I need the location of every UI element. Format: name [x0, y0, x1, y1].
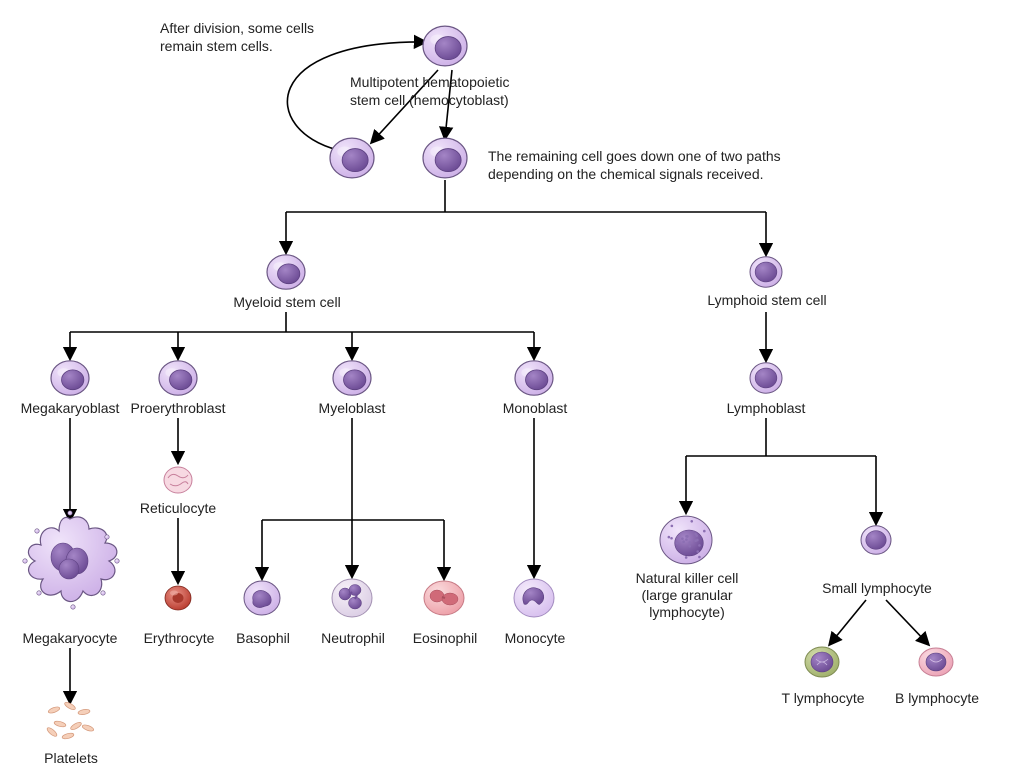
- label-t-lymphocyte: T lymphocyte: [772, 690, 874, 707]
- label-monoblast: Monoblast: [492, 400, 578, 417]
- cell-daughter-right: [421, 134, 469, 187]
- arrow-small-to-b: [886, 600, 928, 644]
- label-myeloid-stem: Myeloid stem cell: [228, 294, 346, 311]
- cell-t-lymphocyte: [802, 643, 842, 686]
- label-megakaryoblast: Megakaryoblast: [10, 400, 130, 417]
- cell-erythrocyte: [161, 581, 195, 620]
- cell-reticulocyte: [158, 460, 198, 505]
- label-small-lymphocyte: Small lymphocyte: [814, 580, 940, 597]
- cell-daughter-left: [328, 134, 376, 187]
- cell-monoblast: [513, 357, 555, 404]
- label-monocyte: Monocyte: [494, 630, 576, 647]
- label-myeloblast: Myeloblast: [306, 400, 398, 417]
- cell-lymphoblast: [748, 360, 784, 401]
- cell-b-lymphocyte: [916, 644, 956, 685]
- label-basophil: Basophil: [226, 630, 300, 647]
- label-platelets: Platelets: [34, 750, 108, 767]
- label-b-lymphocyte: B lymphocyte: [886, 690, 988, 707]
- cell-hemocytoblast: [421, 22, 469, 75]
- connectors: [0, 0, 1024, 778]
- cell-platelets: [40, 696, 100, 749]
- cell-eosinophil: [420, 576, 468, 625]
- cell-nk: [657, 511, 715, 574]
- cell-basophil: [240, 576, 284, 625]
- note-hsc-title: Multipotent hematopoieticstem cell (hemo…: [350, 74, 550, 109]
- cell-small-lymphocyte: [859, 523, 893, 562]
- label-proerythroblast: Proerythroblast: [120, 400, 236, 417]
- label-eosinophil: Eosinophil: [402, 630, 488, 647]
- cell-megakaryocyte: [15, 507, 125, 622]
- label-erythrocyte: Erythrocyte: [134, 630, 224, 647]
- label-reticulocyte: Reticulocyte: [130, 500, 226, 517]
- note-after-division: After division, some cellsremain stem ce…: [160, 20, 370, 55]
- label-nk-cell: Natural killer cell(large granularlympho…: [620, 570, 754, 620]
- cell-neutrophil: [328, 574, 376, 627]
- label-megakaryocyte: Megakaryocyte: [8, 630, 132, 647]
- cell-proerythroblast: [157, 357, 199, 404]
- label-lymphoblast: Lymphoblast: [718, 400, 814, 417]
- label-neutrophil: Neutrophil: [312, 630, 394, 647]
- cell-megakaryoblast: [49, 357, 91, 404]
- label-lymphoid-stem: Lymphoid stem cell: [702, 292, 832, 309]
- cell-monocyte: [510, 574, 558, 627]
- arrow-small-to-t: [830, 600, 866, 644]
- cell-myeloid-stem: [265, 251, 307, 298]
- note-two-paths: The remaining cell goes down one of two …: [488, 148, 848, 183]
- cell-myeloblast: [331, 357, 373, 404]
- cell-lymphoid-stem: [748, 254, 784, 295]
